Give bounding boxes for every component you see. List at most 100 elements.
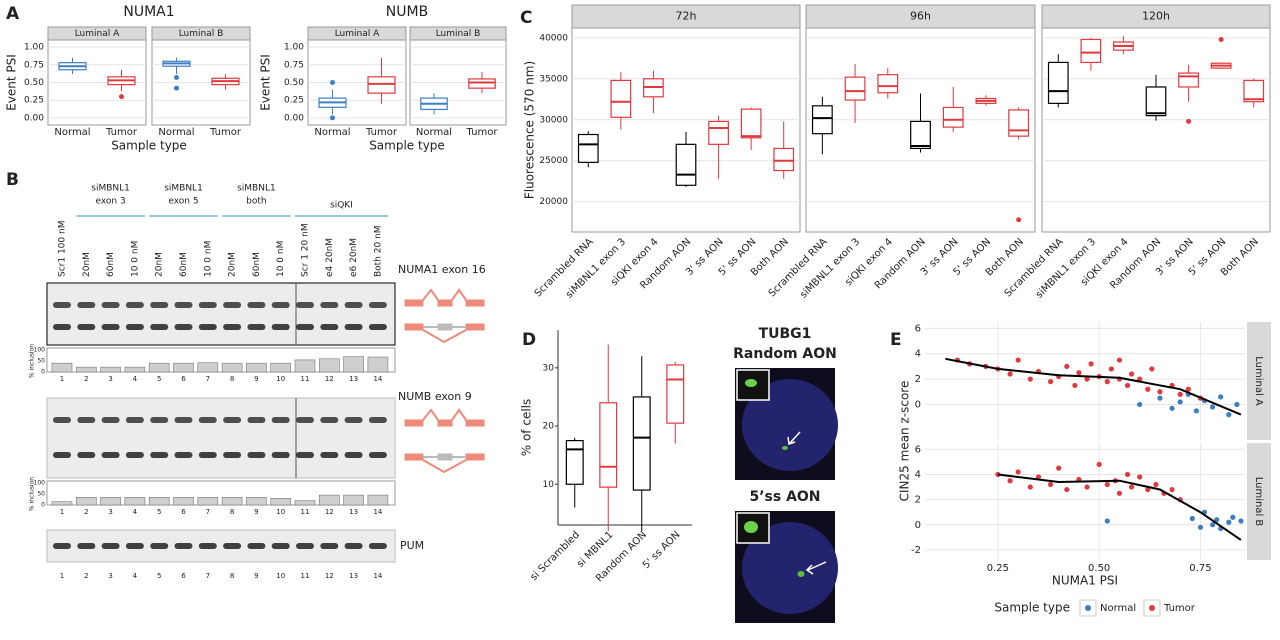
y-tick-label: 10 <box>543 480 555 490</box>
facet-strip <box>151 26 251 41</box>
inclusion-bar <box>76 496 97 506</box>
lane-number: 9 <box>254 508 258 516</box>
inclusion-bar <box>246 496 267 506</box>
inclusion-bar <box>294 359 316 373</box>
point <box>1137 474 1143 480</box>
blot-label: PUM <box>400 539 424 552</box>
outlier <box>174 75 179 81</box>
y-tick-label: 0.25 <box>284 96 304 106</box>
gel-band <box>320 302 339 308</box>
group-label: exon 5 <box>168 197 198 207</box>
x-tick-label: 0.25 <box>987 563 1009 574</box>
lane-number: 3 <box>108 508 112 516</box>
facet-label: 120h <box>1142 10 1170 23</box>
inclusion-bar <box>76 366 97 373</box>
point <box>1108 366 1114 372</box>
y-tick-label: 2 <box>915 495 921 506</box>
point <box>1177 391 1183 397</box>
inclusion-bar <box>318 358 340 373</box>
facet-strip <box>571 4 801 29</box>
lane-number: 12 <box>325 572 334 580</box>
panel <box>1041 27 1271 233</box>
lane-number: 14 <box>373 375 382 383</box>
gel-band <box>174 324 193 330</box>
gel-band <box>77 452 96 458</box>
lane-number: 13 <box>349 375 358 383</box>
point <box>1096 461 1102 467</box>
inclusion-bar <box>173 496 194 506</box>
gel-band <box>320 452 339 458</box>
gel-band <box>247 417 266 423</box>
box <box>610 79 632 118</box>
facet-label: Luminal A <box>1253 356 1264 406</box>
lane-label: Both 20 nM <box>373 225 383 277</box>
gel-band <box>198 324 217 330</box>
inclusion-bar <box>173 362 194 373</box>
inclusion-bar <box>246 362 267 373</box>
inclusion-bar <box>51 501 73 506</box>
point <box>1238 518 1244 524</box>
inclusion-frame <box>46 480 396 506</box>
lane-number: 7 <box>206 572 210 580</box>
facet-strip <box>805 4 1036 29</box>
lane-label: 20nM <box>82 252 92 277</box>
x-tick-label: Tumor <box>105 127 138 138</box>
gel-band <box>53 417 71 423</box>
gel-band <box>271 543 290 549</box>
gel-band <box>101 324 120 330</box>
inclusion-bar <box>124 496 146 506</box>
gel-band <box>198 543 217 549</box>
point <box>1076 370 1082 376</box>
point <box>1104 379 1110 385</box>
image-title: 5’ss AON <box>749 489 820 505</box>
legend-label: Tumor <box>1163 603 1196 614</box>
y-tick-label: 6 <box>915 444 921 455</box>
facet-label: Luminal B <box>179 29 224 39</box>
lane-number: 5 <box>157 508 161 516</box>
lane-number: 10 <box>276 375 285 383</box>
inclusion-bar <box>318 494 340 506</box>
y-axis-label: Event PSI <box>259 54 273 111</box>
inclusion-frame <box>46 347 396 373</box>
point <box>1185 386 1191 392</box>
gel-band <box>198 452 217 458</box>
point <box>1084 376 1090 382</box>
lane-number: 13 <box>349 572 358 580</box>
point <box>1015 357 1021 363</box>
lane-number: 12 <box>325 375 334 383</box>
lane-number: 11 <box>301 508 310 516</box>
inclusion-bar <box>148 496 170 506</box>
inclusion-bar <box>221 362 243 373</box>
box <box>367 76 396 94</box>
lane-label: 60nM <box>252 252 262 277</box>
lane-number: 4 <box>133 375 138 383</box>
gel-band <box>125 452 144 458</box>
y-tick-label: 20000 <box>539 197 568 207</box>
point <box>1214 517 1220 523</box>
trend-line <box>997 473 1242 541</box>
gel-band <box>271 452 290 458</box>
point <box>1169 405 1175 411</box>
box <box>1145 86 1167 117</box>
gel-band <box>320 417 339 423</box>
point <box>1137 401 1143 408</box>
gel-band <box>150 417 169 423</box>
box <box>1080 38 1102 64</box>
lane-number: 6 <box>181 572 186 580</box>
box <box>468 78 496 89</box>
x-tick-label: Tumor <box>466 127 499 138</box>
point <box>1027 484 1033 490</box>
box <box>877 74 899 94</box>
point <box>1157 395 1163 401</box>
inclusion-bar <box>294 500 316 506</box>
facet-label: 72h <box>676 10 697 23</box>
lane-number: 14 <box>373 572 382 580</box>
group-label: siMBNL1 <box>164 184 203 194</box>
box <box>811 105 833 135</box>
point <box>1047 379 1054 385</box>
inclusion-label: % inclusion <box>29 477 36 511</box>
lane-number: 6 <box>181 508 186 516</box>
gel-band <box>101 302 120 308</box>
outlier <box>1186 118 1192 124</box>
lane-label: Scr1 100 nM <box>58 221 68 277</box>
